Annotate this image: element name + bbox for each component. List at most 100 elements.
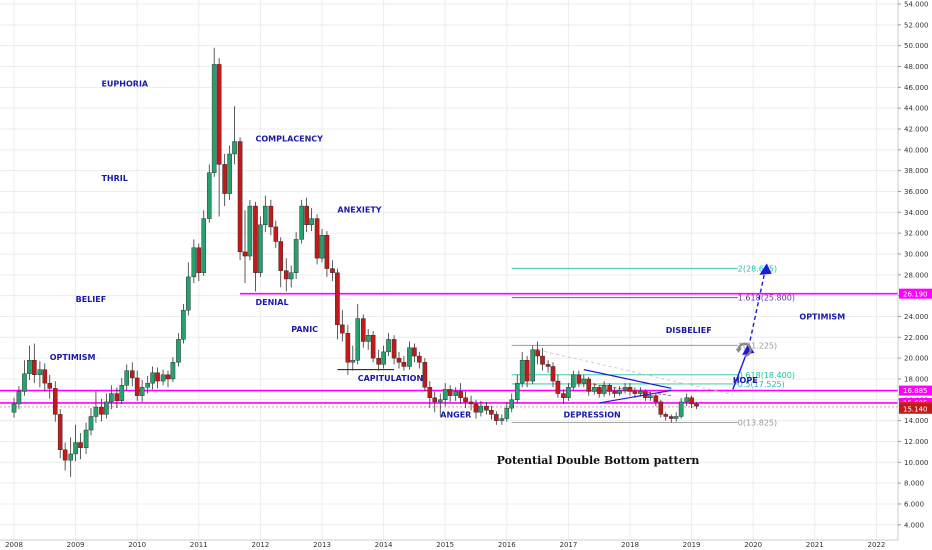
candle-up — [407, 347, 412, 367]
emotion-label: THRIL — [101, 174, 127, 183]
price-badge — [899, 403, 932, 414]
y-tick-label: 14.000 — [904, 417, 929, 425]
candle-up — [437, 399, 443, 403]
candle-up — [514, 382, 520, 401]
x-tick-label: 2019 — [683, 541, 701, 549]
candle-up — [365, 335, 371, 342]
triangle-lower-line — [599, 389, 672, 404]
emotion-label: ANEXIETY — [337, 205, 381, 214]
candle-down — [253, 205, 258, 273]
x-tick-label: 2016 — [498, 541, 516, 549]
candle-down — [114, 393, 120, 402]
candle-up — [355, 318, 361, 361]
y-tick-label: 30.000 — [904, 250, 929, 258]
x-tick-label: 2009 — [67, 541, 85, 549]
candle-up — [263, 205, 268, 226]
candle-down — [653, 395, 659, 403]
candle-up — [181, 310, 186, 340]
emotion-label: DENIAL — [255, 298, 288, 307]
candle-down — [314, 218, 320, 259]
emotion-label: EUPHORIA — [101, 79, 148, 88]
candle-up — [68, 453, 73, 461]
candle-up — [206, 172, 212, 219]
candle-down — [134, 377, 140, 396]
candle-down — [468, 401, 474, 405]
price-badge — [899, 288, 932, 299]
y-tick-label: 48.000 — [904, 63, 929, 71]
candle-up — [684, 397, 689, 403]
candle-up — [678, 401, 684, 417]
candle-up — [601, 385, 607, 394]
x-tick-label: 2017 — [559, 541, 577, 549]
candle-up — [509, 399, 515, 409]
emotion-label: COMPLACENCY — [255, 134, 323, 143]
candle-down — [335, 272, 340, 326]
fib-level-label: 0(13.825) — [738, 418, 777, 427]
fib-level-label: 0.5(17.525) — [738, 380, 785, 389]
candle-up — [73, 442, 78, 455]
pattern-label: Potential Double Bottom pattern — [497, 454, 700, 467]
candle-down — [524, 360, 530, 382]
candle-down — [550, 366, 556, 382]
candle-up — [124, 370, 130, 386]
fib-level-label: 2(28.625) — [738, 264, 777, 273]
candle-up — [617, 390, 622, 394]
emotion-label: BELIEF — [76, 295, 107, 304]
candle-up — [88, 416, 94, 431]
candle-up — [119, 385, 125, 402]
y-axis[interactable]: 54.000 52.000 50.000 48.000 46.000 44.000 42.0… — [897, 0, 929, 540]
candle-up — [170, 362, 176, 380]
candle-down — [540, 355, 545, 365]
candle-down — [268, 205, 274, 228]
fibonacci-levels: 2(28.625) 1.618(25.800) 1(21.225) 0.618(18.… — [511, 264, 795, 427]
emotion-label: CAPITULATION — [358, 374, 423, 383]
candle-down — [607, 385, 612, 392]
candle-up — [299, 205, 304, 240]
candle-down — [391, 339, 397, 359]
candle-up — [453, 391, 458, 396]
candle-down — [658, 401, 664, 415]
candle-down — [535, 349, 540, 357]
candle-up — [571, 374, 576, 388]
candle-up — [160, 374, 166, 382]
candle-down — [632, 391, 638, 394]
candle-down — [473, 403, 479, 413]
y-tick-label: 40.000 — [904, 146, 929, 154]
candle-down — [330, 268, 335, 273]
price-badge-label: 16.885 — [903, 387, 928, 395]
y-tick-label: 10.000 — [904, 459, 929, 467]
candle-down — [561, 393, 566, 398]
candle-down — [396, 357, 402, 363]
candle-down — [216, 64, 222, 165]
candle-up — [93, 406, 99, 417]
price-badge-label: 15.140 — [903, 405, 928, 413]
candle-down — [432, 397, 438, 403]
emotion-label: OPTIMISM — [50, 353, 96, 362]
x-tick-label: 2013 — [313, 541, 331, 549]
fib-level-label: 1(21.225) — [738, 341, 777, 350]
candle-down — [165, 374, 171, 380]
triangle-upper-line — [583, 369, 672, 389]
emotion-label: HOPE — [733, 376, 758, 385]
candle-down — [576, 374, 582, 384]
candle-up — [442, 389, 448, 401]
candle-down — [273, 226, 279, 242]
candle-up — [104, 401, 109, 415]
candle-down — [376, 357, 381, 365]
candle-down — [99, 406, 104, 415]
candle-up — [191, 247, 197, 278]
y-tick-label: 8.000 — [904, 480, 924, 488]
y-tick-label: 42.000 — [904, 125, 929, 133]
candle-down — [324, 235, 330, 269]
y-tick-label: 18.000 — [904, 375, 929, 383]
candle-down — [222, 164, 227, 194]
y-tick-label: 50.000 — [904, 42, 929, 50]
x-tick-label: 2008 — [5, 541, 23, 549]
candle-down — [463, 397, 468, 403]
x-axis[interactable]: 2008 2009 2010 2011 2012 2013 2014 2015 2016 2017… — [0, 539, 898, 549]
candle-down — [360, 318, 366, 342]
candle-down — [545, 364, 551, 367]
fib-level-label: 0.618(18.400) — [738, 371, 795, 380]
y-tick-label: 36.000 — [904, 188, 929, 196]
